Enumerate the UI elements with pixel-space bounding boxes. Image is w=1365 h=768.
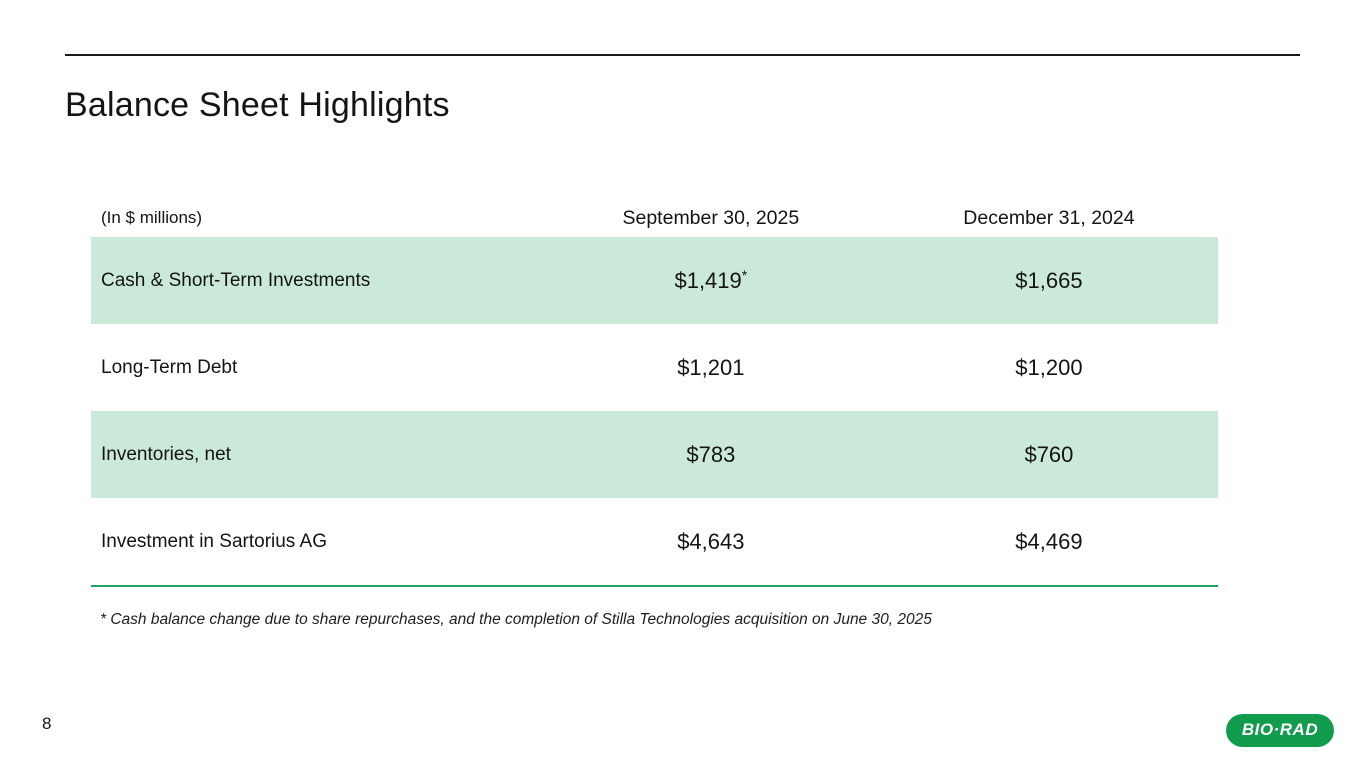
column-header-sep-30-2025: September 30, 2025 <box>622 206 800 229</box>
table-header-row: (In $ millions) September 30, 2025 Decem… <box>91 199 1218 237</box>
page-title: Balance Sheet Highlights <box>65 86 450 124</box>
table-row-sartorius-investment: Investment in Sartorius AG $4,643 $4,469 <box>91 498 1218 585</box>
row-value-2024: $1,200 <box>1015 354 1083 380</box>
row-value-2025: $4,643 <box>677 528 745 554</box>
table-row-inventories: Inventories, net $783 $760 <box>91 411 1218 498</box>
value-text: $1,419 <box>674 267 742 293</box>
unit-label: (In $ millions) <box>101 208 203 227</box>
page-number: 8 <box>42 714 52 733</box>
row-value-2024: $760 <box>1024 441 1074 467</box>
table-row-long-term-debt: Long-Term Debt $1,201 $1,200 <box>91 324 1218 411</box>
row-value-2025: $783 <box>686 441 736 467</box>
row-label: Investment in Sartorius AG <box>101 530 327 552</box>
bio-rad-logo: BIO·RAD <box>1226 714 1334 747</box>
footnote-asterisk: * <box>741 266 748 283</box>
row-label: Inventories, net <box>101 443 231 465</box>
footnote-text: * Cash balance change due to share repur… <box>100 611 932 628</box>
row-value-2024: $4,469 <box>1015 528 1083 554</box>
row-label: Cash & Short-Term Investments <box>101 269 371 291</box>
bio-rad-logo-text: BIO·RAD <box>1241 719 1319 739</box>
row-value-2025: $1,201 <box>677 354 745 380</box>
column-header-dec-31-2024: December 31, 2024 <box>963 206 1135 229</box>
table-row-cash: Cash & Short-Term Investments $1,419* $1… <box>91 237 1218 324</box>
row-value-2025: $1,419* <box>542 266 880 294</box>
row-label: Long-Term Debt <box>101 356 238 378</box>
top-divider-rule <box>65 54 1300 56</box>
row-value-2024: $1,665 <box>1015 267 1083 293</box>
balance-sheet-table: (In $ millions) September 30, 2025 Decem… <box>91 199 1218 587</box>
